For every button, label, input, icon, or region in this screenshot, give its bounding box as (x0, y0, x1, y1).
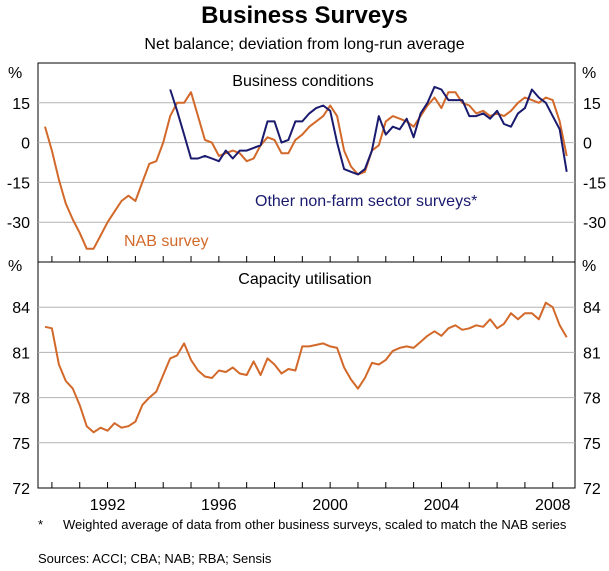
chart-title: Business Surveys (201, 2, 408, 29)
panel-business-conditions: Business conditions % % NAB survey Other… (7, 65, 606, 262)
ytick-left-top-2: -15 (7, 175, 30, 192)
ytick-right-bottom-2: 78 (583, 391, 601, 408)
y-unit-right-top: % (582, 65, 596, 82)
series-line-bottom-0 (44, 301, 568, 434)
ytick-right-top-1: 0 (583, 136, 592, 153)
xtick-label-1: 1996 (201, 497, 237, 514)
annotation-other-surveys: Other non-farm sector surveys* (255, 193, 477, 210)
xtick-label-3: 2004 (424, 497, 460, 514)
series-line-top-1 (169, 85, 568, 176)
panel-capacity-utilisation: Capacity utilisation % % 84 84 81 81 78 78 75 7… (8, 258, 601, 498)
panel-title-capacity-utilisation: Capacity utilisation (238, 271, 371, 288)
ytick-right-bottom-4: 72 (583, 481, 601, 498)
xtick-label-0: 1992 (90, 497, 126, 514)
ytick-right-top-3: -30 (583, 215, 606, 232)
ytick-left-top-1: 0 (21, 136, 30, 153)
y-unit-right-bottom: % (582, 258, 596, 275)
ytick-left-top-3: -30 (7, 215, 30, 232)
footnote-text: Weighted average of data from other busi… (63, 517, 567, 532)
ytick-left-bottom-0: 84 (12, 300, 30, 317)
y-unit-left-top: % (8, 65, 22, 82)
ytick-right-bottom-3: 75 (583, 436, 601, 453)
xtick-label-4: 2008 (535, 497, 571, 514)
panel-title-business-conditions: Business conditions (232, 73, 373, 90)
series-line-top-0 (44, 91, 568, 250)
footnote-marker: * (38, 517, 44, 532)
ytick-right-top-2: -15 (583, 175, 606, 192)
ytick-left-bottom-3: 75 (12, 436, 30, 453)
ytick-right-bottom-1: 81 (583, 345, 601, 362)
y-unit-left-bottom: % (8, 258, 22, 275)
ytick-left-bottom-1: 81 (12, 345, 30, 362)
ytick-left-top-0: 15 (12, 96, 30, 113)
sources: Sources: ACCI; CBA; NAB; RBA; Sensis (38, 551, 272, 566)
ytick-left-bottom-4: 72 (12, 481, 30, 498)
ytick-right-bottom-0: 84 (583, 300, 601, 317)
ytick-right-top-0: 15 (583, 96, 601, 113)
annotation-nab-survey: NAB survey (124, 233, 208, 250)
ytick-left-bottom-2: 78 (12, 391, 30, 408)
chart-frame (37, 62, 576, 489)
plot-frame (37, 62, 576, 489)
chart-subtitle: Net balance; deviation from long-run ave… (144, 36, 465, 53)
xtick-label-2: 2000 (312, 497, 348, 514)
